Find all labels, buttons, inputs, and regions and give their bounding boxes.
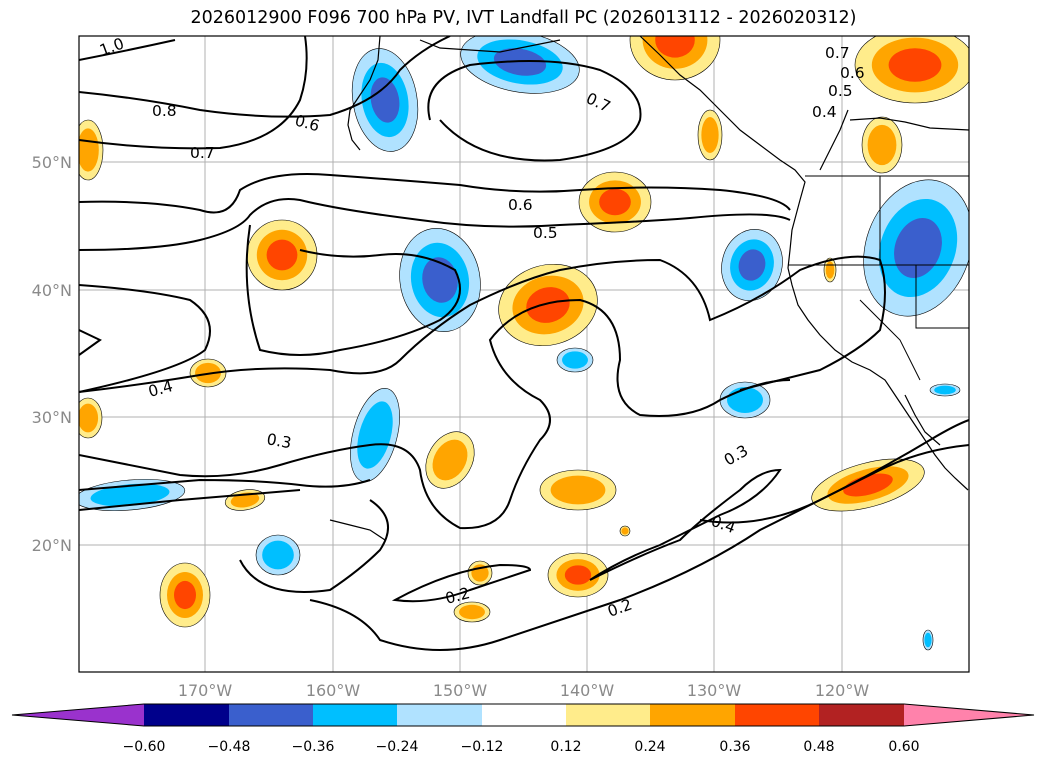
colorbar-segment (482, 704, 566, 726)
contour-label: 0.4 (812, 103, 837, 121)
colorbar-tick-label: −0.60 (123, 739, 166, 755)
colorbar-tick-label: −0.48 (208, 739, 251, 755)
colorbar-tick-labels: −0.60 −0.48 −0.36 −0.24 −0.12 0.12 0.24 … (123, 739, 920, 755)
colorbar-segment (12, 704, 144, 726)
negative-anomaly-fill (562, 351, 588, 369)
negative-anomaly-fill (370, 77, 400, 123)
map-frame (78, 35, 970, 673)
lat-label: 50°N (32, 153, 72, 172)
contour-label: 0.7 (190, 144, 215, 162)
lon-label: 150°W (433, 681, 488, 700)
positive-anomaly-fill (79, 403, 99, 433)
colorbar-tick-label: 0.60 (888, 739, 919, 755)
colorbar-tick-label: 0.12 (550, 739, 581, 755)
lon-label: 160°W (306, 681, 361, 700)
positive-anomaly-fill (888, 48, 942, 82)
political-borders (788, 175, 969, 381)
positive-anomaly-fill (825, 261, 835, 279)
colorbar-tick-label: 0.48 (803, 739, 834, 755)
contour-label: 0.8 (152, 102, 177, 120)
negative-anomaly-fill (422, 257, 458, 303)
lon-label: 120°W (815, 681, 870, 700)
pv-contours (79, 36, 969, 651)
negative-anomaly-fill (727, 387, 763, 413)
positive-anomaly-fill (564, 565, 592, 585)
negative-anomaly-fill (924, 632, 932, 648)
positive-anomaly-fill (655, 36, 695, 58)
contour-label: 0.6 (293, 111, 321, 135)
positive-anomaly-fill (432, 439, 468, 481)
contour-label: 1.0 (97, 34, 126, 59)
lat-label: 30°N (32, 408, 72, 427)
colorbar-segment (650, 704, 735, 726)
colorbar-segment (904, 704, 1034, 726)
contour-label: 0.7 (825, 44, 850, 62)
lat-label: 20°N (32, 536, 72, 555)
colorbar (11, 703, 1035, 727)
colorbar-tick-label: 0.24 (634, 739, 665, 755)
lon-label: 170°W (178, 681, 233, 700)
colorbar-outline (11, 703, 1035, 727)
negative-anomaly-fill (262, 540, 294, 570)
positive-anomaly-fill (867, 124, 897, 166)
contour-label: 0.6 (508, 196, 533, 214)
colorbar-segment (229, 704, 313, 726)
positive-anomaly-fill (621, 527, 629, 535)
contour-label: 0.2 (443, 584, 471, 608)
colorbar-tick-label: −0.36 (292, 739, 335, 755)
ivt-filled-anomalies (79, 36, 969, 651)
contour-label: 0.5 (533, 224, 558, 242)
contour-label: 0.3 (265, 430, 292, 452)
positive-anomaly-fill (843, 473, 893, 497)
colorbar-segment (144, 704, 229, 726)
positive-anomaly-fill (526, 287, 570, 323)
latitude-labels: 50°N 40°N 30°N 20°N (32, 153, 72, 555)
colorbar-segment (566, 704, 650, 726)
lon-label: 130°W (687, 681, 742, 700)
lon-label: 140°W (560, 681, 615, 700)
positive-anomaly-fill (599, 188, 631, 216)
negative-anomaly-fill (357, 401, 393, 469)
negative-anomaly-fill (894, 218, 942, 278)
colorbar-tick-label: −0.24 (376, 739, 419, 755)
positive-anomaly-fill (230, 492, 260, 508)
colorbar-segment (735, 704, 819, 726)
map-plot-area (79, 36, 969, 672)
contour-label: 0.4 (146, 377, 174, 401)
positive-anomaly-fill (459, 604, 485, 620)
positive-anomaly-fill (174, 580, 196, 610)
positive-anomaly-fill (550, 475, 606, 505)
negative-anomaly-fill (90, 483, 170, 507)
negative-anomaly-fill (738, 249, 766, 281)
positive-anomaly-fill (266, 239, 298, 271)
map-title: 2026012900 F096 700 hPa PV, IVT Landfall… (190, 8, 857, 28)
colorbar-segment (819, 704, 904, 726)
colorbar-tick-label: 0.36 (719, 739, 750, 755)
positive-anomaly-fill (701, 117, 719, 153)
positive-anomaly-fill (79, 128, 99, 172)
contour-label: 0.5 (828, 82, 853, 100)
colorbar-tick-label: −0.12 (461, 739, 504, 755)
negative-anomaly-fill (934, 385, 956, 395)
colorbar-segment (397, 704, 482, 726)
lat-label: 40°N (32, 281, 72, 300)
colorbar-segment (313, 704, 397, 726)
contour-label: 0.6 (840, 64, 865, 82)
longitude-labels: 170°W 160°W 150°W 140°W 130°W 120°W (178, 681, 870, 700)
